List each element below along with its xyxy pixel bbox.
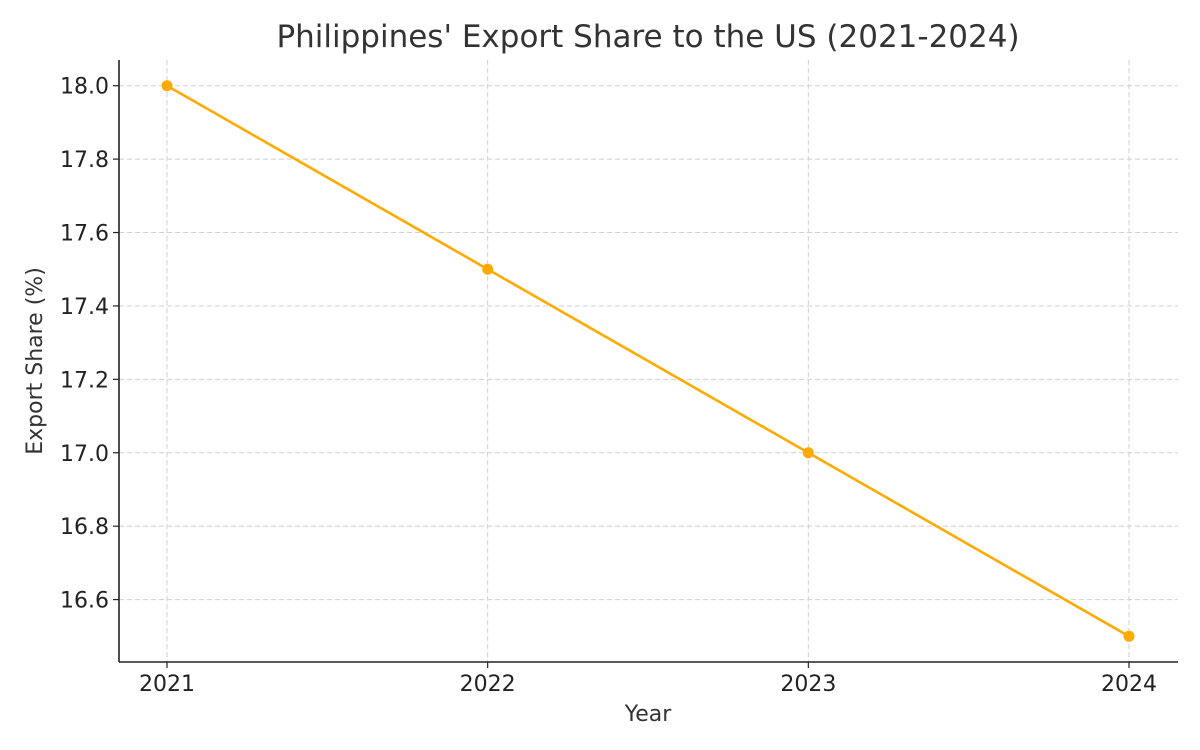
series-layer (161, 80, 1135, 642)
data-point (1123, 630, 1135, 642)
x-tick-label: 2021 (139, 672, 195, 697)
y-tick-label: 17.0 (60, 442, 109, 467)
series-line (165, 84, 1131, 638)
y-tick-label: 16.8 (60, 515, 109, 540)
y-tick-label: 16.6 (60, 589, 109, 614)
data-point (482, 263, 494, 275)
axes (118, 60, 1178, 663)
ticks: 16.6 16.8 17.0 17.2 17.4 17.6 17.8 18.0 2021 2022… (60, 75, 1157, 697)
data-point (161, 80, 173, 92)
data-point (802, 447, 814, 459)
x-tick-label: 2023 (780, 672, 836, 697)
y-axis-label: Export Share (%) (23, 267, 48, 455)
chart-title: Philippines' Export Share to the US (202… (276, 19, 1019, 55)
y-tick-label: 17.8 (60, 148, 109, 173)
y-tick-label: 17.6 (60, 222, 109, 247)
x-axis-label: Year (624, 702, 673, 727)
x-tick-label: 2022 (460, 672, 516, 697)
y-tick-label: 17.2 (60, 368, 109, 393)
y-tick-label: 17.4 (60, 295, 109, 320)
x-tick-label: 2024 (1101, 672, 1157, 697)
y-tick-label: 18.0 (60, 75, 109, 100)
